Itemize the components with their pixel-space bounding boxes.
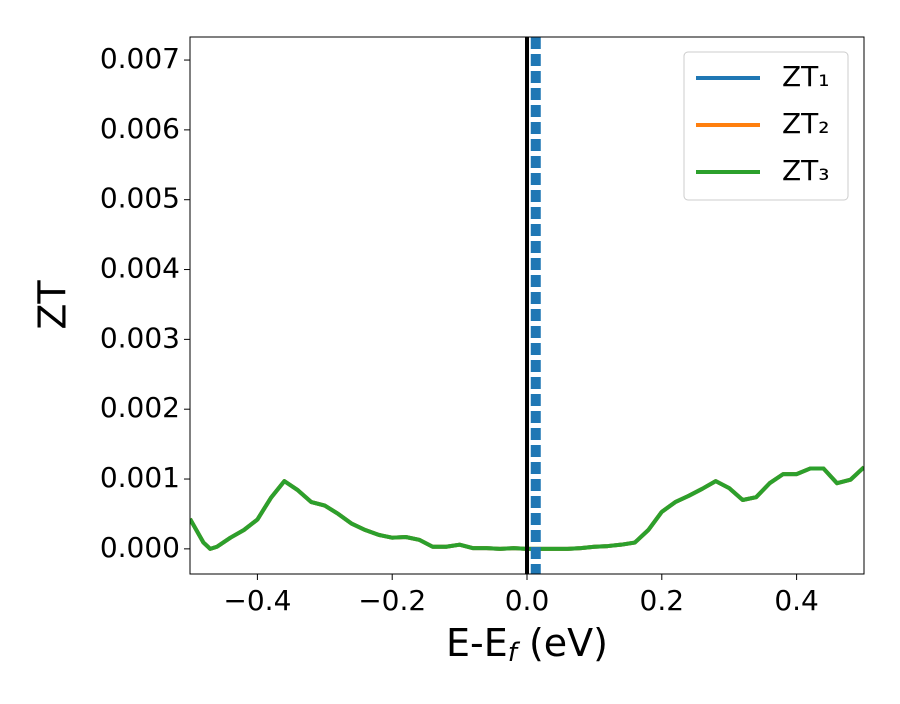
y-tick-label: 0.007	[100, 42, 180, 75]
x-tick-label: 0.0	[505, 584, 550, 617]
x-tick-label: −0.4	[223, 584, 291, 617]
y-axis-label: ZT	[31, 280, 75, 330]
x-tick-label: −0.2	[358, 584, 426, 617]
y-tick-label: 0.006	[100, 112, 180, 145]
legend: ZT₁ ZT₂ ZT₃	[683, 51, 849, 201]
plot-frame	[189, 36, 865, 575]
y-tick-label: 0.004	[100, 252, 180, 285]
plot-area	[190, 37, 864, 574]
x-tick-label: 0.4	[774, 584, 819, 617]
y-tick-label: 0.002	[100, 391, 180, 424]
legend-label: ZT₂	[782, 107, 830, 140]
legend-label: ZT₃	[782, 154, 830, 187]
series-line	[190, 465, 864, 551]
legend-label: ZT₁	[782, 60, 830, 93]
y-tick-label: 0.003	[100, 321, 180, 354]
x-tick-label: 0.2	[640, 584, 685, 617]
x-axis-label: E-Ef (eV)	[446, 621, 608, 668]
legend-box	[683, 51, 849, 201]
y-tick-label: 0.005	[100, 182, 180, 215]
y-tick-label: 0.001	[100, 461, 180, 494]
y-tick-label: 0.000	[100, 531, 180, 564]
